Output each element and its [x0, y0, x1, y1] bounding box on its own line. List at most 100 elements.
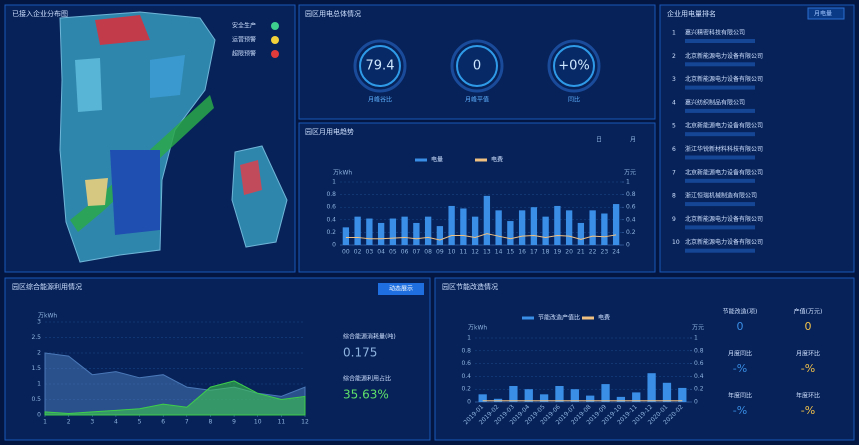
x-tick-label: 17: [530, 249, 538, 256]
y-tick-label: 0.8: [326, 191, 336, 198]
button-label[interactable]: 动态展示: [389, 285, 413, 293]
y2-tick-label: 0: [626, 242, 630, 249]
gauge-value: 0: [473, 59, 481, 74]
company-detail: [685, 225, 755, 230]
y-tick-label: 0: [37, 412, 41, 419]
company-detail: [685, 178, 755, 183]
bar: [565, 210, 573, 245]
x-tick-label: 12: [301, 419, 309, 426]
stat-label: 月度同比: [728, 350, 752, 358]
y-tick-label: 0.6: [326, 204, 336, 211]
rank-number: 4: [672, 99, 676, 106]
y-tick-label: 0: [332, 242, 336, 249]
y2-axis-label: 万元: [692, 325, 704, 332]
legend-label: 运营预警: [232, 36, 256, 44]
rank-number: 6: [672, 146, 676, 153]
stat-value: 35.63%: [343, 388, 389, 402]
retrofit-panel: [434, 277, 855, 441]
x-tick-label: 11: [278, 419, 286, 426]
y2-tick-label: 0.4: [694, 373, 704, 380]
legend-swatch: [475, 158, 487, 162]
bar: [495, 210, 502, 245]
tab[interactable]: 月: [630, 137, 636, 144]
x-tick-label: 18: [542, 249, 550, 256]
rank-number: 5: [672, 123, 676, 130]
x-tick-label: 09: [436, 249, 444, 256]
y2-tick-label: 1: [626, 179, 630, 186]
y-axis-label: 万kWh: [333, 170, 352, 177]
x-tick-label: 1: [43, 419, 47, 426]
legend-label: 电量: [431, 156, 443, 164]
x-tick-label: 24: [612, 249, 620, 256]
map-block: [110, 150, 160, 235]
bar: [570, 389, 579, 402]
bar: [539, 394, 549, 402]
gauge-label: 同比: [568, 96, 580, 104]
x-tick-label: 10: [254, 419, 262, 426]
y2-tick-label: 0.2: [694, 386, 704, 393]
map: [59, 11, 288, 263]
x-tick-label: 11: [460, 249, 468, 256]
y-tick-label: 0.2: [326, 229, 336, 236]
stat-label: 节能改造(项): [723, 308, 758, 316]
x-tick-label: 6: [161, 419, 165, 426]
legend-label: 电费: [598, 314, 610, 322]
gauge-ring: [450, 39, 504, 93]
y-tick-label: 0.5: [31, 396, 41, 403]
legend-dot: [271, 50, 279, 58]
y-tick-label: 0.6: [461, 360, 471, 367]
gauge-ring: [553, 45, 595, 87]
bar: [601, 384, 610, 402]
x-tick-label: 4: [114, 419, 118, 426]
company-detail: [685, 108, 755, 113]
company-name: 浙江华锐新材料科技有限公司: [685, 145, 763, 153]
bar: [542, 216, 549, 245]
bar: [354, 216, 361, 245]
y-tick-label: 1: [467, 335, 471, 342]
y-tick-label: 0.8: [461, 347, 471, 354]
gauge-ring: [359, 45, 401, 87]
company-detail: [685, 39, 755, 43]
button[interactable]: [378, 283, 424, 295]
y-tick-label: 3: [37, 319, 41, 326]
panel-title: 园区综合能源利用情况: [12, 282, 82, 291]
y-tick-label: 2.5: [31, 334, 41, 341]
bar: [555, 386, 564, 402]
bar: [586, 395, 595, 402]
x-tick-label: 07: [413, 249, 421, 256]
x-tick-label: 21: [577, 249, 585, 256]
stat-label: 月度环比: [796, 350, 820, 358]
gauge-label: 月峰平值: [465, 96, 489, 104]
bar: [471, 216, 479, 245]
legend-label: 安全生产: [232, 22, 256, 30]
bar: [678, 387, 687, 402]
legend-label: 超限预警: [232, 50, 256, 58]
gauge-ring: [353, 39, 407, 93]
x-tick-label: 06: [401, 249, 409, 256]
y-tick-label: 1: [332, 179, 336, 186]
company-name: 北京新能源电力设备有限公司: [685, 168, 763, 176]
bar: [524, 389, 533, 402]
y-tick-label: 1.5: [31, 365, 41, 372]
bar: [413, 222, 420, 245]
dropdown[interactable]: [807, 7, 845, 20]
rank-number: 2: [672, 53, 676, 60]
y-tick-label: 0: [467, 399, 471, 406]
dropdown-label[interactable]: 月电量: [814, 10, 832, 18]
y-tick-label: 2: [37, 350, 41, 357]
bar: [662, 382, 672, 402]
x-tick-label: 08: [424, 249, 432, 256]
rank-number: 10: [672, 239, 680, 246]
panel-title: 已接入企业分布图: [12, 9, 68, 18]
legend-swatch: [582, 316, 594, 320]
tab[interactable]: 日: [596, 137, 602, 144]
stat-value: -%: [733, 362, 747, 375]
rank-number: 7: [672, 169, 676, 176]
trend-panel: [298, 122, 656, 273]
bar: [436, 226, 444, 245]
line: [345, 233, 617, 241]
area: [44, 380, 306, 416]
company-name: 浙江恒瑞机械制造有限公司: [685, 192, 757, 200]
stat-value: -%: [733, 404, 747, 417]
